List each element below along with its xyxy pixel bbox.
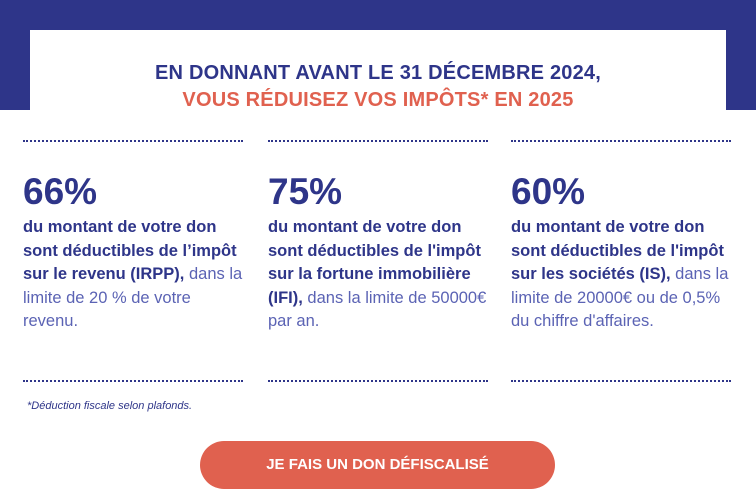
deduction-description-bold: du montant de votre don sont déductibles… [511, 218, 724, 283]
deduction-percent: 75% [268, 171, 343, 212]
deduction-description-bold: du montant de votre don sont déductibles… [23, 218, 237, 283]
header-card: EN DONNANT AVANT LE 31 DÉCEMBRE 2024, VO… [30, 30, 726, 130]
deduction-column-ifi: 75% du montant de votre don sont déducti… [268, 140, 488, 334]
dotted-divider-top [511, 140, 731, 142]
donate-button[interactable]: JE FAIS UN DON DÉFISCALISÉ [200, 441, 555, 489]
dotted-divider-top [268, 140, 488, 142]
deduction-description-limit: dans la limite de 20000€ ou de 0,5% du c… [511, 265, 729, 330]
dotted-divider-bottom [268, 380, 488, 382]
dotted-divider-bottom [511, 380, 731, 382]
deduction-description-bold: du montant de votre don sont déductibles… [268, 218, 481, 307]
deduction-description: du montant de votre don sont déductibles… [268, 216, 488, 334]
headline-secondary: VOUS RÉDUISEZ VOS IMPÔTS* EN 2025 [182, 89, 574, 111]
headline-primary: EN DONNANT AVANT LE 31 DÉCEMBRE 2024, [155, 62, 601, 84]
deduction-description-limit: dans la limite de 50000€ par an. [268, 288, 487, 331]
dotted-divider-bottom [23, 380, 243, 382]
deduction-description: du montant de votre don sont déductibles… [511, 216, 731, 334]
footnote: *Déduction fiscale selon plafonds. [27, 400, 193, 412]
deduction-description-limit: dans la limite de 20 % de votre revenu. [23, 265, 243, 330]
deduction-percent: 60% [511, 171, 586, 212]
deduction-percent: 66% [23, 171, 98, 212]
dotted-divider-top [23, 140, 243, 142]
deduction-column-is: 60% du montant de votre don sont déducti… [511, 140, 731, 334]
deduction-description: du montant de votre don sont déductibles… [23, 216, 243, 334]
deduction-column-irpp: 66% du montant de votre don sont déducti… [23, 140, 243, 334]
